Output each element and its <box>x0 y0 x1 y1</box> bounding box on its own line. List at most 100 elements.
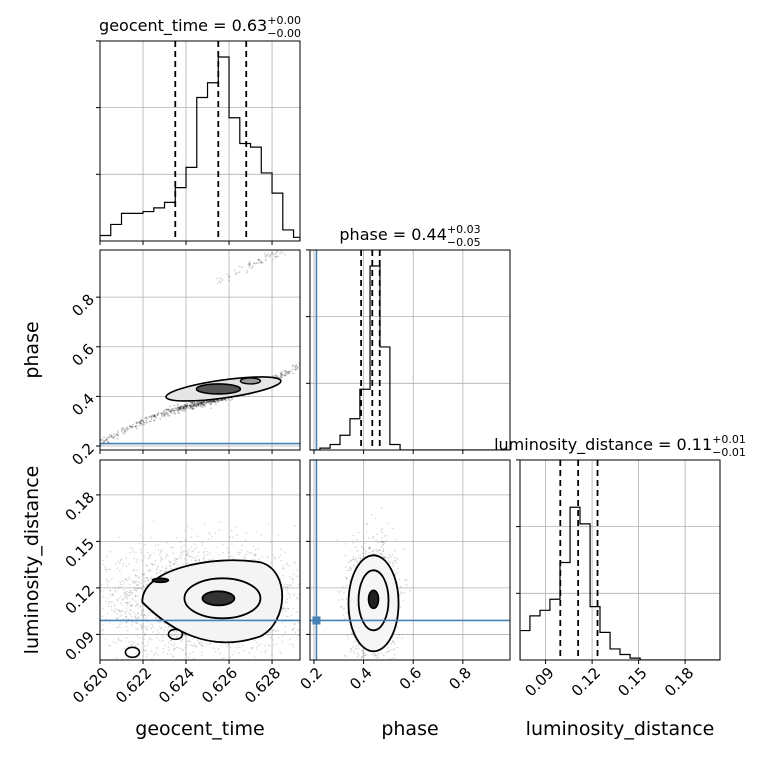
scatter-point <box>150 627 153 630</box>
scatter-point <box>165 412 168 414</box>
scatter-point <box>210 558 212 561</box>
scatter-point <box>152 631 154 633</box>
scatter-point <box>146 551 149 554</box>
scatter-point <box>281 607 284 610</box>
scatter-point <box>151 563 154 566</box>
scatter-point <box>171 634 173 637</box>
scatter-point <box>146 417 148 420</box>
scatter-point <box>199 402 201 404</box>
scatter-point <box>163 412 165 415</box>
scatter-point <box>355 560 358 562</box>
scatter-point <box>296 597 299 600</box>
scatter-point <box>149 626 151 628</box>
scatter-point <box>258 261 260 264</box>
scatter-point <box>110 608 113 611</box>
scatter-point <box>180 639 183 641</box>
scatter-point <box>216 277 219 280</box>
scatter-point <box>142 609 144 612</box>
scatter-point <box>260 534 263 536</box>
scatter-point <box>103 436 105 439</box>
scatter-point <box>293 623 296 626</box>
scatter-point <box>128 594 131 597</box>
scatter-point <box>84 623 86 625</box>
scatter-point <box>132 582 135 585</box>
scatter-point <box>205 400 208 403</box>
scatter-point <box>107 441 110 443</box>
scatter-point <box>147 570 149 573</box>
scatter-point <box>146 577 149 579</box>
scatter-point <box>116 626 118 629</box>
scatter-point <box>138 424 141 427</box>
scatter-point <box>170 410 173 412</box>
scatter-point <box>117 536 120 539</box>
scatter-point <box>211 400 214 403</box>
scatter-point <box>273 556 276 559</box>
scatter-point <box>141 641 143 644</box>
scatter-point <box>248 262 251 265</box>
scatter-point <box>260 650 262 653</box>
scatter-point <box>318 590 320 592</box>
scatter-point <box>219 665 221 667</box>
scatter-point <box>307 549 309 551</box>
scatter-point <box>104 568 107 571</box>
scatter-point <box>383 556 386 559</box>
scatter-point <box>156 414 159 417</box>
scatter-point <box>177 406 180 409</box>
scatter-point <box>302 598 304 600</box>
scatter-point <box>78 621 80 623</box>
scatter-point <box>282 565 285 568</box>
scatter-point <box>137 587 140 589</box>
scatter-point <box>260 261 263 264</box>
scatter-point <box>108 435 111 438</box>
scatter-point <box>123 432 126 435</box>
scatter-point <box>140 419 143 422</box>
scatter-point <box>272 554 275 557</box>
scatter-point <box>375 548 378 551</box>
scatter-point <box>108 568 110 571</box>
scatter-point <box>238 646 241 648</box>
scatter-point <box>153 415 156 418</box>
scatter-point <box>163 414 166 417</box>
scatter-point <box>385 652 387 654</box>
scatter-point <box>172 546 174 549</box>
scatter-point <box>294 561 296 563</box>
scatter-point <box>174 557 177 560</box>
scatter-point <box>136 580 138 583</box>
scatter-point <box>166 408 169 411</box>
scatter-point <box>204 401 206 404</box>
scatter-point <box>367 537 370 540</box>
scatter-point <box>186 405 188 407</box>
scatter-point <box>290 614 293 617</box>
scatter-point <box>131 593 133 596</box>
scatter-point <box>235 272 238 275</box>
scatter-point <box>345 655 348 658</box>
scatter-point <box>122 429 125 432</box>
scatter-point <box>137 584 140 587</box>
scatter-point <box>108 621 111 624</box>
scatter-point <box>381 541 383 544</box>
scatter-point <box>247 263 250 265</box>
scatter-point <box>343 607 345 610</box>
scatter-point <box>166 634 168 637</box>
scatter-point <box>157 632 160 634</box>
scatter-point <box>56 579 58 581</box>
scatter-point <box>183 557 186 560</box>
scatter-point <box>112 594 114 597</box>
scatter-point <box>397 567 399 570</box>
scatter-point <box>285 370 288 373</box>
panel-grid-1-0 <box>100 250 300 450</box>
scatter-point <box>164 411 167 414</box>
scatter-point <box>137 595 139 598</box>
scatter-point <box>195 645 198 647</box>
scatter-point <box>195 403 197 406</box>
scatter-point <box>348 569 350 571</box>
scatter-point <box>124 591 127 594</box>
scatter-point <box>283 369 286 372</box>
scatter-point <box>142 604 144 607</box>
scatter-point <box>121 430 123 433</box>
scatter-point <box>288 596 291 599</box>
scatter-point <box>161 557 164 560</box>
scatter-point <box>184 653 187 656</box>
scatter-point <box>245 532 248 534</box>
scatter-point <box>359 557 362 559</box>
